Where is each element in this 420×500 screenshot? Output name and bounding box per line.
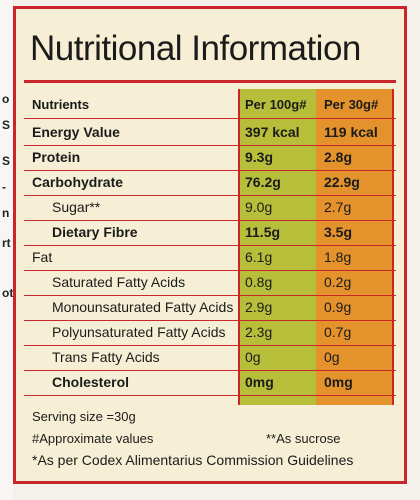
per30-value: 22.9g — [324, 174, 360, 190]
nutrient-name: Fat — [32, 249, 53, 265]
per100-value: 0g — [245, 349, 261, 365]
nutrient-name: Monounsaturated Fatty Acids — [52, 299, 234, 315]
table-row: Sugar** 9.0g 2.7g — [24, 195, 396, 221]
table-row: Dietary Fibre 11.5g 3.5g — [24, 220, 396, 246]
table-row: Trans Fatty Acids 0g 0g — [24, 345, 396, 371]
left-margin-fragment: ot — [2, 286, 13, 300]
codex-note: *As per Codex Alimentarius Commission Gu… — [32, 452, 354, 468]
left-margin-fragment: S — [2, 118, 11, 132]
nutrient-name: Trans Fatty Acids — [52, 349, 160, 365]
nutrient-name: Carbohydrate — [32, 174, 124, 190]
nutrient-name: Energy Value — [32, 124, 120, 140]
nutrient-name: Sugar** — [52, 199, 101, 215]
per30-value: 2.7g — [324, 199, 352, 215]
per30-value: 0.9g — [324, 299, 352, 315]
left-margin-fragment: rt — [2, 236, 11, 250]
per100-value: 2.3g — [245, 324, 273, 340]
nutrient-name: Nutrients — [32, 97, 90, 112]
per100-value: 11.5g — [245, 224, 281, 240]
per30-value: 0mg — [324, 374, 353, 390]
per30-value: 0.7g — [324, 324, 352, 340]
table-row: Polyunsaturated Fatty Acids 2.3g 0.7g — [24, 320, 396, 346]
nutrient-name: Polyunsaturated Fatty Acids — [52, 324, 226, 340]
table-row: Cholesterol 0mg 0mg — [24, 370, 396, 396]
table-row: Fat 6.1g 1.8g — [24, 245, 396, 271]
per100-value: 0.8g — [245, 274, 273, 290]
sucrose-note: **As sucrose — [266, 431, 341, 446]
table-row: Monounsaturated Fatty Acids 2.9g 0.9g — [24, 295, 396, 321]
table-row: Carbohydrate 76.2g 22.9g — [24, 170, 396, 196]
left-margin-fragment: o — [2, 92, 10, 106]
nutrient-name: Cholesterol — [52, 374, 130, 390]
panel-title: Nutritional Information — [30, 29, 361, 68]
per30-value: Per 30g# — [324, 97, 379, 112]
per100-value: 76.2g — [245, 174, 281, 190]
nutrient-name: Protein — [32, 149, 81, 165]
table-row: Energy Value 397 kcal 119 kcal — [24, 120, 396, 146]
left-margin-fragment: S — [2, 154, 11, 168]
serving-size-note: Serving size =30g — [32, 409, 136, 424]
table-row: Protein 9.3g 2.8g — [24, 145, 396, 171]
per100-value: 0mg — [245, 374, 274, 390]
per100-value: 9.0g — [245, 199, 273, 215]
nutrient-name: Dietary Fibre — [52, 224, 138, 240]
per30-value: 0g — [324, 349, 340, 365]
per30-value: 0.2g — [324, 274, 352, 290]
left-margin-fragment: - — [2, 180, 6, 194]
left-margin-fragment: n — [2, 206, 10, 220]
per30-value: 1.8g — [324, 249, 352, 265]
left-margin-strip: o S S - n rt ot — [0, 0, 13, 500]
per30-value: 2.8g — [324, 149, 353, 165]
per100-value: 9.3g — [245, 149, 274, 165]
table-row: Saturated Fatty Acids 0.8g 0.2g — [24, 270, 396, 296]
per30-column-band — [316, 89, 394, 405]
per100-value: 397 kcal — [245, 124, 300, 140]
approx-values-note: #Approximate values — [32, 431, 154, 446]
nutrition-panel: Nutritional Information Nutrients Per 100… — [13, 6, 407, 484]
per30-value: 3.5g — [324, 224, 353, 240]
per100-value: Per 100g# — [245, 97, 307, 112]
per100-value: 2.9g — [245, 299, 273, 315]
title-divider — [24, 80, 396, 83]
per100-value: 6.1g — [245, 249, 273, 265]
table-header-row: Nutrients Per 100g# Per 30g# — [24, 93, 396, 119]
nutrient-name: Saturated Fatty Acids — [52, 274, 186, 290]
per30-value: 119 kcal — [324, 124, 378, 140]
